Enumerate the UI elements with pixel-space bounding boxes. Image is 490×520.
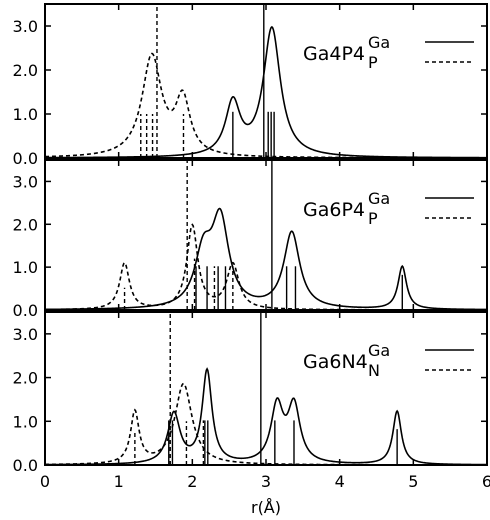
curve-line	[45, 25, 487, 159]
curve-line	[45, 382, 487, 466]
series-ga4p4-ga	[45, 4, 487, 159]
x-tick-label: 4	[335, 472, 345, 491]
x-tick-label: 3	[261, 472, 271, 491]
y-tick-label: 3.0	[13, 172, 38, 191]
series-ga4p4-p	[44, 4, 487, 159]
y-tick-label: 0.0	[13, 456, 38, 475]
legend-panel-name: Ga4P4	[303, 43, 365, 65]
x-axis-label: r(Å)	[251, 498, 281, 517]
panel-frame	[44, 3, 488, 159]
series-ga6n4-ga	[44, 312, 487, 466]
x-tick-label: 6	[482, 472, 490, 491]
legend-panel-name: Ga6P4	[303, 199, 365, 221]
y-tick-label: 1.0	[13, 105, 38, 124]
y-tick-label: 3.0	[13, 325, 38, 344]
series-ga6p4-ga	[45, 160, 487, 311]
legend-panel-name: Ga6N4	[303, 351, 368, 373]
legend-series-label: P	[368, 53, 378, 72]
series-ga6p4-p	[44, 160, 487, 311]
y-tick-label: 2.0	[13, 215, 38, 234]
curve-line	[44, 367, 487, 466]
y-tick-label: 1.0	[13, 412, 38, 431]
curve-line	[44, 223, 487, 311]
legend-series-label: Ga	[368, 33, 390, 52]
chart-panels: 0.01.02.03.0Ga4P4GaP0.01.02.03.0Ga6P4GaP…	[13, 3, 488, 475]
y-tick-label: 1.0	[13, 258, 38, 277]
y-tick-label: 2.0	[13, 369, 38, 388]
panel-frame	[44, 159, 488, 311]
x-axis-tick-labels: 0 1 2 3 4 5 6	[40, 472, 490, 491]
y-tick-label: 0.0	[13, 149, 38, 168]
y-tick-label: 2.0	[13, 61, 38, 80]
legend-series-label: N	[368, 361, 380, 380]
x-tick-label: 1	[114, 472, 124, 491]
legend-series-label: Ga	[368, 189, 390, 208]
x-tick-label: 5	[408, 472, 418, 491]
curve-line	[45, 207, 487, 311]
y-tick-label: 0.0	[13, 301, 38, 320]
legend-series-label: P	[368, 209, 378, 228]
x-tick-label: 0	[40, 472, 50, 491]
curve-line	[44, 52, 487, 159]
x-tick-label: 2	[187, 472, 197, 491]
y-tick-label: 3.0	[13, 17, 38, 36]
series-ga6n4-n	[45, 312, 487, 466]
legend-series-label: Ga	[368, 341, 390, 360]
